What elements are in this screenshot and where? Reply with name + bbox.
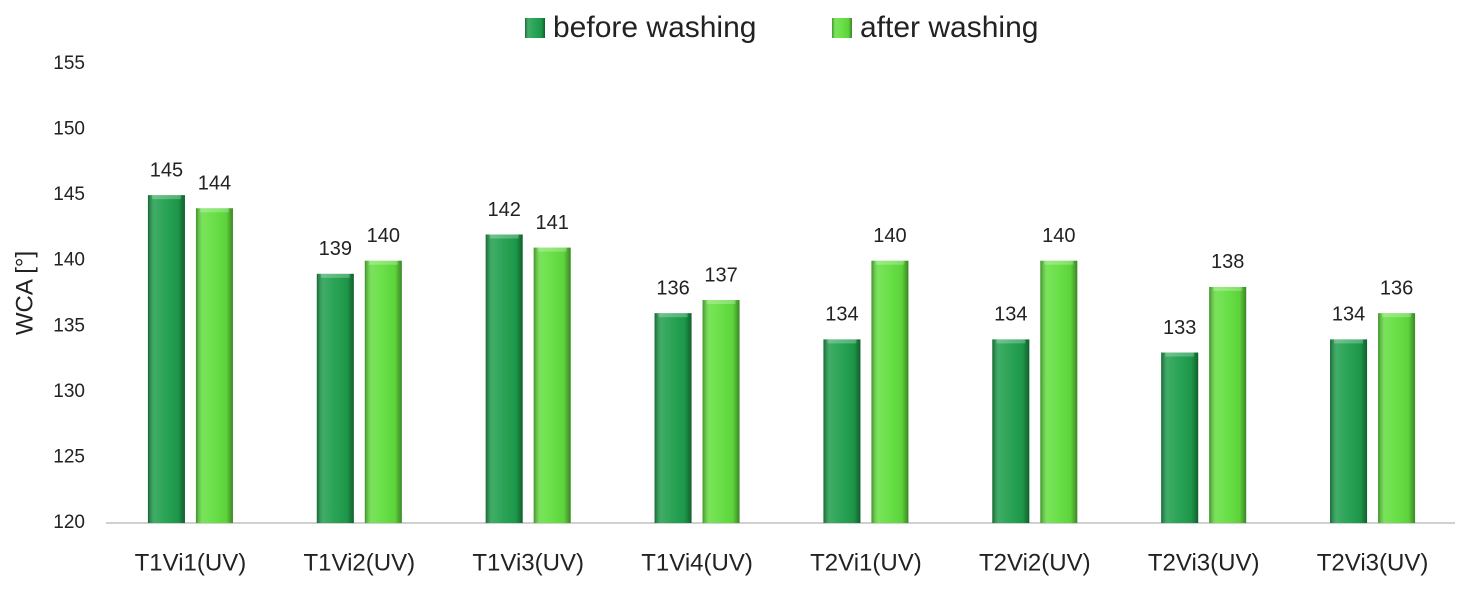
x-tick-label: T2Vi3(UV) bbox=[1148, 549, 1260, 576]
y-axis-label: WCA [°] bbox=[11, 251, 38, 335]
data-label: 140 bbox=[873, 225, 906, 247]
x-tick-label: T1Vi3(UV) bbox=[472, 549, 584, 576]
data-label: 144 bbox=[198, 173, 231, 195]
x-tick-label: T2Vi2(UV) bbox=[979, 549, 1091, 576]
bar-cap bbox=[1382, 313, 1412, 318]
bar-cap bbox=[996, 339, 1026, 344]
y-tick-label: 130 bbox=[53, 381, 85, 402]
bar-shade bbox=[823, 339, 861, 523]
bar-cap bbox=[151, 195, 181, 200]
legend-swatch-shade bbox=[525, 18, 545, 38]
legend-swatch-shade bbox=[832, 18, 852, 38]
bar-shade bbox=[702, 300, 740, 523]
bar-cap bbox=[199, 208, 229, 213]
x-tick-label: T1Vi4(UV) bbox=[641, 549, 753, 576]
data-label: 142 bbox=[488, 199, 521, 221]
data-label: 140 bbox=[1042, 225, 1075, 247]
bar-shade bbox=[1330, 339, 1368, 523]
bar-shade bbox=[147, 195, 185, 523]
data-label: 145 bbox=[150, 159, 183, 181]
bar-cap bbox=[827, 339, 857, 344]
bar-shade bbox=[1378, 313, 1416, 523]
bar-cap bbox=[875, 260, 905, 265]
data-label: 141 bbox=[536, 212, 569, 234]
y-tick-label: 155 bbox=[53, 53, 85, 74]
data-label: 136 bbox=[656, 277, 689, 299]
bar-cap bbox=[489, 234, 519, 239]
x-tick-label: T1Vi2(UV) bbox=[304, 549, 416, 576]
bar-shade bbox=[533, 247, 571, 523]
legend-label: before washing bbox=[553, 11, 756, 44]
x-tick-label: T2Vi3(UV) bbox=[1317, 549, 1429, 576]
bar-cap bbox=[1213, 286, 1243, 291]
bar-shade bbox=[1209, 286, 1247, 523]
data-label: 134 bbox=[825, 304, 858, 326]
bar-cap bbox=[1165, 352, 1195, 357]
data-label: 139 bbox=[319, 238, 352, 260]
data-label: 138 bbox=[1211, 251, 1244, 273]
bar-cap bbox=[658, 313, 688, 318]
legend-label: after washing bbox=[860, 11, 1038, 44]
bar-cap bbox=[537, 247, 567, 252]
bar-shade bbox=[1161, 352, 1199, 523]
bar-shade bbox=[316, 273, 354, 523]
bar-shade bbox=[992, 339, 1030, 523]
data-label: 136 bbox=[1380, 277, 1413, 299]
x-tick-label: T2Vi1(UV) bbox=[810, 549, 922, 576]
bar-cap bbox=[1334, 339, 1364, 344]
data-label: 137 bbox=[704, 264, 737, 286]
data-label: 140 bbox=[367, 225, 400, 247]
bar-cap bbox=[1044, 260, 1074, 265]
bar-shade bbox=[364, 260, 402, 523]
bar-shade bbox=[485, 234, 523, 523]
y-tick-label: 125 bbox=[53, 446, 85, 467]
data-label: 133 bbox=[1163, 317, 1196, 339]
data-label: 134 bbox=[994, 304, 1027, 326]
y-tick-label: 120 bbox=[53, 512, 85, 533]
y-tick-label: 140 bbox=[53, 250, 85, 271]
bar-shade bbox=[654, 313, 692, 523]
x-tick-label: T1Vi1(UV) bbox=[135, 549, 247, 576]
bar-shade bbox=[195, 208, 233, 523]
y-tick-label: 150 bbox=[53, 119, 85, 140]
data-label: 134 bbox=[1332, 304, 1365, 326]
bar-cap bbox=[368, 260, 398, 265]
bar-cap bbox=[706, 300, 736, 305]
bar-cap bbox=[320, 273, 350, 278]
bar-shade bbox=[871, 260, 909, 523]
bar-shade bbox=[1040, 260, 1078, 523]
y-tick-label: 145 bbox=[53, 184, 85, 205]
y-tick-label: 135 bbox=[53, 315, 85, 336]
